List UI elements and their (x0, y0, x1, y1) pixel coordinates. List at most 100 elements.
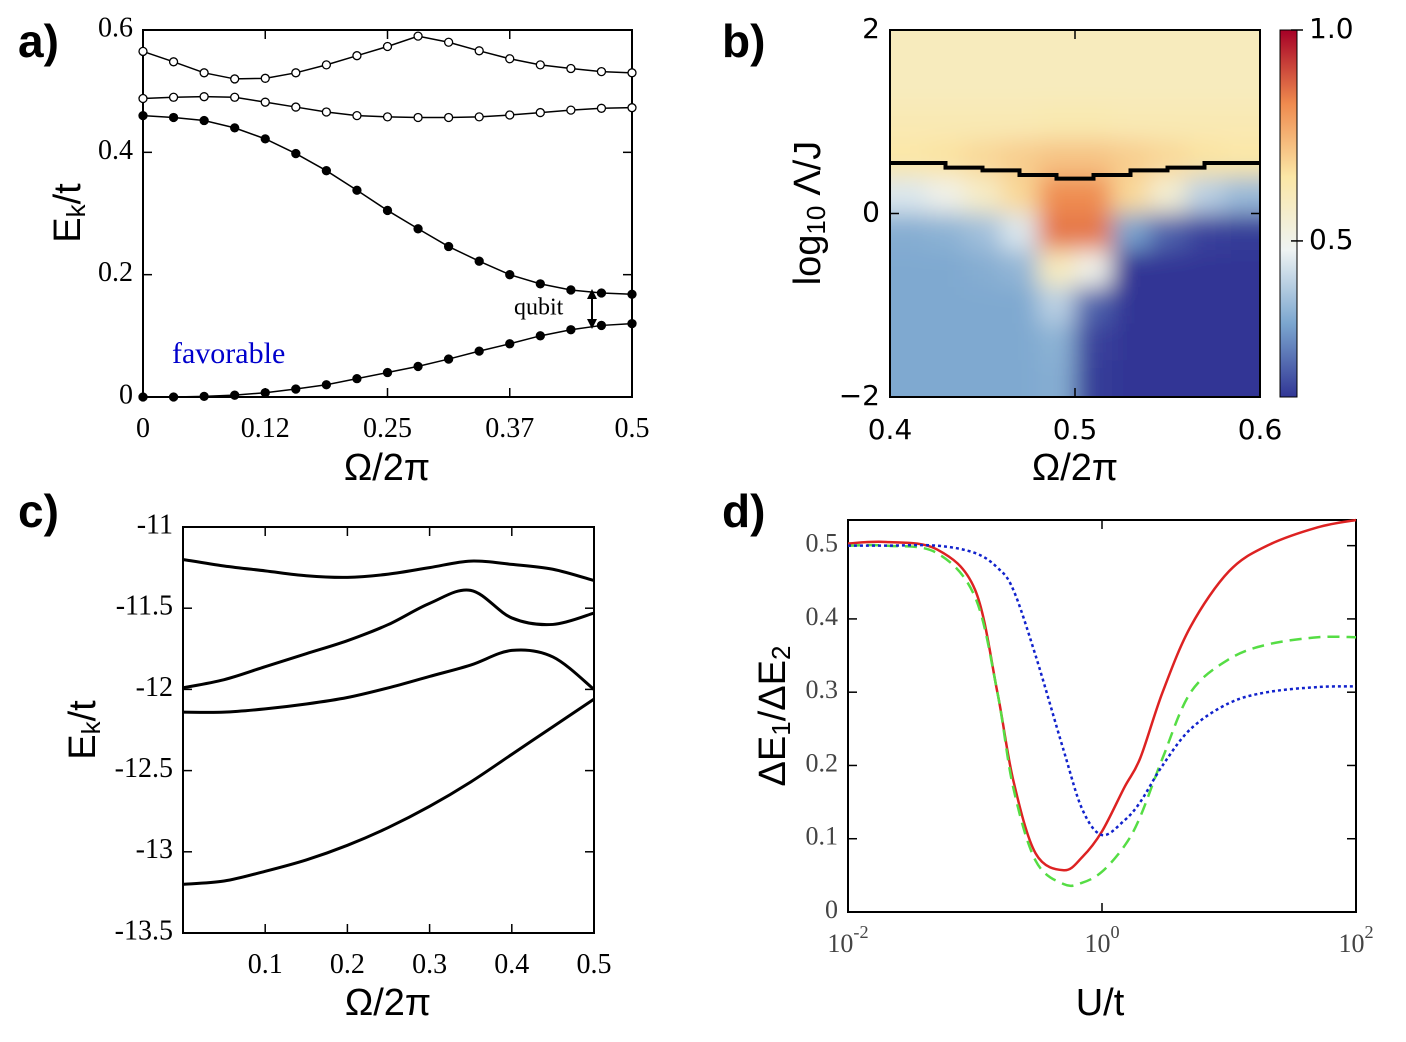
x-tick-label-text: 0.4 (868, 413, 913, 446)
heat-cell (890, 66, 928, 104)
x-tick-label: 0.12 (241, 413, 290, 444)
annotation: qubit (514, 295, 564, 321)
x-tick-label: 0.25 (363, 413, 412, 444)
series-line (182, 557, 595, 583)
panel-label: c) (18, 485, 59, 537)
heat-cell (927, 250, 965, 288)
x-tick-label-text: 0.25 (363, 413, 412, 444)
y-tick-label: 0.5 (806, 529, 839, 558)
point (230, 74, 240, 84)
x-tick-label: 0.6 (1238, 413, 1283, 446)
point (627, 289, 637, 299)
heat-cell (1223, 250, 1260, 288)
x-tick-label-exponent: -2 (853, 922, 868, 942)
point (291, 68, 301, 78)
heat-cell (1038, 286, 1076, 325)
point (260, 73, 270, 83)
y-tick-label: -11.5 (116, 591, 173, 622)
heat-cell (1112, 360, 1150, 397)
heat-cell (927, 213, 965, 251)
point (474, 112, 484, 122)
point (596, 103, 607, 113)
y-tick-label: -11 (137, 509, 173, 540)
point (352, 110, 362, 121)
y-tick-label: 0 (119, 379, 133, 410)
heat-cell (1149, 103, 1187, 141)
heat-cell (1075, 250, 1113, 288)
heat-cell (1038, 250, 1076, 288)
point (505, 54, 515, 64)
x-tick-label: 0.5 (1053, 413, 1098, 446)
colorbar-tick-label: 0.5 (1309, 223, 1354, 256)
point (352, 373, 362, 384)
x-tick-label: 0.2 (330, 949, 365, 980)
point (138, 93, 148, 104)
x-tick-label: 0.4 (494, 949, 529, 980)
x-tick-label: 100 (1084, 922, 1119, 958)
point (352, 51, 362, 61)
x-tick-label: 0.5 (615, 413, 650, 444)
heat-cell (1149, 323, 1187, 361)
point (230, 123, 240, 133)
point (138, 46, 148, 57)
x-tick-label: 0.4 (868, 413, 913, 446)
heat-cell (927, 30, 965, 68)
y-tick-label: 0.6 (98, 12, 133, 43)
colorbar-tick-label: 1.0 (1309, 12, 1354, 45)
point (505, 270, 515, 280)
point (382, 205, 393, 216)
heat-cell (1001, 213, 1039, 251)
y-tick-label: -13.5 (115, 915, 173, 946)
heat-cell (1223, 103, 1260, 141)
x-tick-label: 0 (136, 413, 150, 444)
point (260, 134, 270, 144)
heat-cell (1186, 213, 1224, 251)
point (168, 112, 179, 123)
x-tick-label: 0.1 (248, 949, 283, 980)
x-tick-label: 0.5 (577, 949, 612, 980)
x-tick-label: 0.37 (485, 413, 534, 444)
x-tick-label-text: 10 (827, 929, 853, 958)
y-axis-label-tail: Λ/J (787, 141, 829, 196)
point (566, 325, 576, 335)
y-axis-label-sub: 10 (801, 206, 831, 235)
heat-cell (890, 213, 928, 251)
y-axis-label-text: log (787, 235, 829, 286)
x-tick-label-text: 0.5 (577, 949, 612, 980)
x-tick-label-text: 0.37 (485, 413, 534, 444)
heat-cell (927, 286, 965, 325)
heat-cell (1186, 360, 1224, 397)
point (168, 392, 179, 402)
heat-cell (1186, 286, 1224, 325)
point (443, 354, 454, 364)
y-tick-label: -12 (136, 672, 173, 703)
heat-cell (1112, 250, 1150, 288)
heat-cell (1001, 30, 1039, 68)
contour-line (890, 161, 1260, 181)
heat-cell (1223, 323, 1260, 361)
heat-cell (964, 176, 1002, 214)
x-tick-label-text: 0.5 (1053, 413, 1098, 446)
point (260, 97, 270, 107)
point (474, 346, 484, 356)
point (627, 68, 637, 78)
point (168, 57, 179, 67)
heat-cell (964, 286, 1002, 325)
heat-cell (1038, 213, 1076, 251)
point (138, 110, 148, 121)
point (596, 288, 607, 298)
x-axis-label: U/t (1076, 982, 1125, 1024)
colorbar (1279, 29, 1298, 398)
point (199, 68, 209, 78)
heat-cell (1186, 176, 1224, 214)
y-tick-label: 2 (862, 12, 880, 45)
x-tick-label-exponent: 2 (1364, 922, 1373, 942)
point (382, 112, 393, 122)
heat-cell (890, 360, 928, 397)
y-axis-label-text: E (62, 734, 104, 759)
point (230, 92, 240, 102)
point (291, 148, 301, 159)
heat-cell (1001, 103, 1039, 141)
y-tick-label: 0.1 (806, 822, 839, 851)
heat-cell (1186, 30, 1224, 68)
